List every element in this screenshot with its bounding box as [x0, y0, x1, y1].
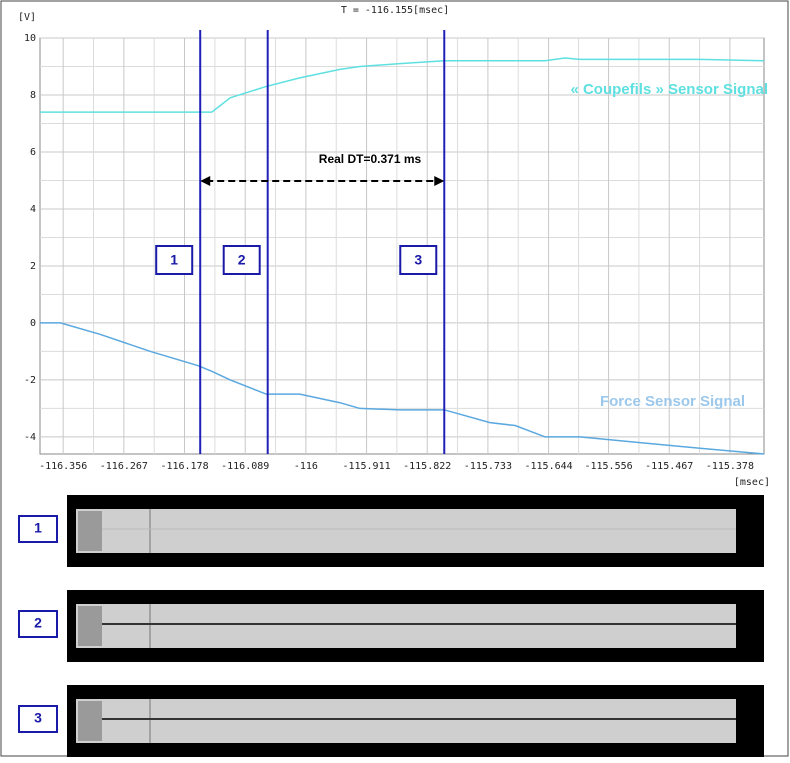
image-strip: [76, 509, 736, 553]
x-unit: [msec]: [734, 477, 770, 488]
arrow-head: [434, 176, 445, 186]
cursor-label-box: [222, 245, 261, 275]
arrow-head: [200, 176, 211, 186]
series-line: [40, 57, 765, 113]
image-block: [78, 606, 102, 646]
y-tick-label: 0: [30, 318, 36, 329]
image-panels: 1 2 3: [18, 495, 764, 757]
y-tick-label: 4: [30, 204, 36, 215]
image-strip: [76, 604, 736, 648]
panel-label-box: [18, 515, 58, 543]
panel-label-box: [18, 705, 58, 733]
image-block: [78, 701, 102, 741]
panel-label-box: [18, 610, 58, 638]
annotation: Real DT=0.371 ms: [319, 152, 422, 166]
x-tick-label: -115.644: [524, 461, 572, 472]
y-tick-label: 10: [24, 33, 36, 44]
cursor-label: 2: [238, 252, 246, 268]
y-unit: [V]: [18, 12, 36, 23]
plot: -4 -2 0 2 4 6 8 10 -116.356 -116.267 -116.178 -116.…: [24, 30, 765, 472]
cursor-label: 1: [170, 252, 178, 268]
x-tick-label: -116.178: [160, 461, 208, 472]
image-block: [78, 511, 102, 551]
x-tick-label: -116: [294, 461, 318, 472]
series-line: [40, 322, 765, 455]
x-tick-label: -116.267: [100, 461, 148, 472]
x-tick-label: -115.911: [342, 461, 390, 472]
series-label: Force Sensor Signal: [600, 393, 745, 410]
x-tick-label: -116.089: [221, 461, 269, 472]
x-tick-label: -116.356: [39, 461, 87, 472]
y-tick-label: 6: [30, 147, 36, 158]
cursor-label-box: [155, 245, 194, 275]
x-tick-label: -115.556: [584, 461, 632, 472]
cursor-label-box: [399, 245, 438, 275]
image-strip: [76, 699, 736, 743]
y-tick-label: 8: [30, 90, 36, 101]
x-tick-label: -115.733: [464, 461, 512, 472]
x-tick-label: -115.822: [403, 461, 451, 472]
cursor-label: 3: [414, 252, 422, 268]
y-tick-label: -2: [24, 375, 36, 386]
panel-label: 2: [34, 615, 42, 631]
y-tick-label: 2: [30, 261, 36, 272]
y-tick-label: -4: [24, 432, 36, 443]
x-tick-label: -115.467: [645, 461, 693, 472]
x-tick-label: -115.378: [706, 461, 754, 472]
series-label: « Coupefils » Sensor Signal: [570, 81, 768, 98]
panel-label: 3: [34, 710, 42, 726]
chart-title: T = -116.155[msec]: [341, 5, 449, 16]
panel-label: 1: [34, 520, 42, 536]
